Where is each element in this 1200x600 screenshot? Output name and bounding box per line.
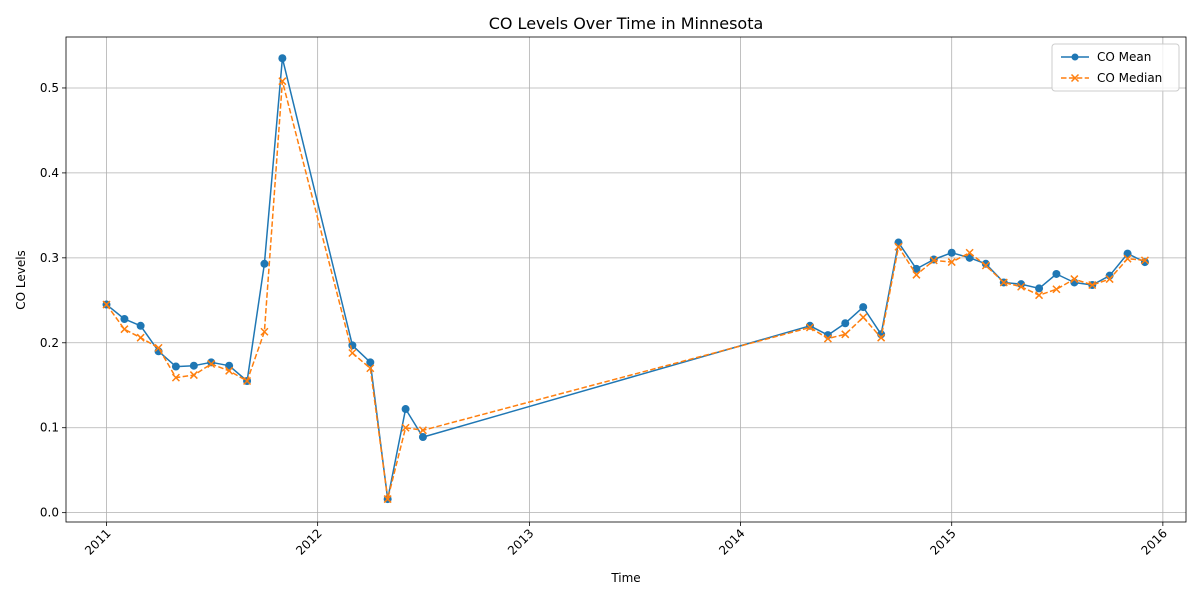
data-point-co-median: [120, 325, 129, 334]
data-point-co-mean: [965, 253, 974, 262]
data-point-co-median: [136, 333, 145, 342]
grid: [66, 37, 1186, 522]
data-point-co-mean: [1017, 280, 1026, 289]
data-point-co-median: [348, 348, 357, 358]
data-point-co-mean: [366, 358, 375, 367]
data-point-co-mean: [136, 321, 145, 330]
data-point-co-median: [1070, 275, 1079, 284]
data-point-co-median: [189, 371, 198, 380]
data-point-co-mean: [225, 361, 234, 370]
data-point-co-median: [947, 258, 956, 267]
legend-label-co-mean: CO Mean: [1097, 50, 1151, 64]
data-point-co-median: [207, 359, 216, 369]
data-point-co-median: [1017, 282, 1026, 291]
data-point-co-median: [877, 333, 886, 342]
data-point-co-median: [225, 366, 234, 375]
data-point-co-mean: [260, 259, 269, 268]
chart-title: CO Levels Over Time in Minnesota: [489, 14, 764, 33]
series-co-median: [102, 77, 1149, 504]
y-tick-label: 0.5: [40, 81, 59, 95]
data-point-co-median: [805, 323, 814, 332]
y-tick-label: 0.3: [40, 251, 59, 265]
data-point-co-mean: [171, 362, 180, 371]
legend-box: [1051, 43, 1180, 92]
data-point-co-mean: [859, 303, 868, 312]
data-point-co-median: [418, 426, 427, 435]
data-point-co-median: [260, 327, 269, 336]
y-tick-label: 0.1: [40, 421, 59, 435]
y-tick-label: 0.2: [40, 336, 59, 350]
data-point-co-mean: [1140, 258, 1149, 267]
data-point-co-median: [823, 334, 832, 343]
data-point-co-median: [171, 373, 180, 382]
data-point-co-mean: [1052, 269, 1061, 278]
x-axis-label: Time: [610, 571, 640, 585]
legend-label-co-median: CO Median: [1097, 71, 1162, 85]
data-point-co-mean: [894, 238, 903, 247]
data-point-co-median: [243, 376, 252, 386]
data-point-co-mean: [841, 319, 850, 328]
data-point-co-mean: [1035, 284, 1044, 293]
data-point-co-median: [1088, 280, 1097, 290]
legend: CO Mean CO Median: [1051, 43, 1180, 92]
data-point-co-mean: [1123, 249, 1132, 258]
data-point-co-median: [401, 423, 410, 432]
series-layer: [102, 54, 1149, 504]
data-point-co-mean: [189, 361, 198, 370]
data-point-co-mean: [278, 54, 287, 63]
data-point-co-median: [1052, 285, 1061, 294]
data-point-co-median: [102, 300, 111, 309]
data-point-co-median: [1105, 275, 1114, 284]
data-point-co-mean: [912, 264, 921, 273]
data-point-co-mean: [120, 314, 129, 323]
data-point-co-median: [965, 248, 974, 257]
data-point-co-mean: [981, 259, 990, 268]
data-point-co-median: [154, 343, 163, 352]
data-point-co-median: [981, 261, 990, 270]
legend-marker-co-mean: [1071, 53, 1079, 61]
data-point-co-median: [278, 77, 287, 86]
data-point-co-median: [894, 242, 903, 251]
plot-frame: [65, 36, 1187, 523]
legend-marker-co-median: [1070, 73, 1080, 83]
data-point-co-mean: [947, 248, 956, 257]
data-point-co-mean: [418, 433, 427, 442]
y-tick-label: 0.4: [40, 166, 59, 180]
data-point-co-median: [366, 364, 375, 373]
data-point-co-median: [859, 313, 868, 322]
data-point-co-median: [912, 270, 921, 279]
y-axis-label: CO Levels: [14, 250, 28, 310]
data-point-co-median: [999, 278, 1008, 287]
data-point-co-median: [1035, 291, 1044, 300]
data-point-co-median: [841, 330, 850, 339]
data-point-co-median: [929, 256, 938, 265]
data-point-co-median: [1123, 254, 1132, 263]
data-point-co-mean: [401, 405, 410, 414]
data-point-co-median: [1140, 256, 1149, 265]
y-tick-label: 0.0: [40, 506, 59, 520]
data-point-co-median: [383, 495, 392, 504]
